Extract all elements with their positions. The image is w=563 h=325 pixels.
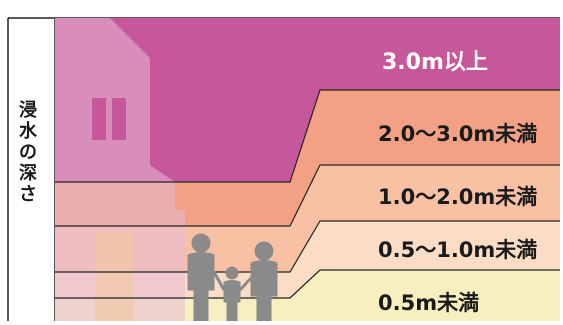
house-window-right — [112, 98, 126, 140]
house-window-left — [92, 98, 106, 140]
axis-title-char: 浸 — [19, 100, 37, 121]
axis-title-char: 深 — [19, 163, 37, 184]
boundary-1m — [55, 220, 560, 273]
boundary-05m — [55, 269, 560, 299]
band-label-under-05m: 0.5m未満 — [378, 291, 480, 315]
flood-depth-axis-title: 浸 水 の 深 さ — [16, 100, 40, 205]
family-icon — [187, 233, 278, 322]
band-label-3m-plus: 3.0m以上 — [382, 50, 488, 75]
band-label-05-1m: 0.5〜1.0m未満 — [378, 238, 538, 262]
band-2-3m — [55, 90, 560, 226]
axis-title-char: の — [19, 142, 37, 163]
axis-title-char: 水 — [19, 121, 37, 142]
house-door — [95, 232, 133, 321]
band-3m-plus — [55, 18, 560, 182]
band-label-1-2m: 1.0〜2.0m未満 — [378, 185, 538, 209]
boundary-3m — [55, 89, 560, 183]
house-icon — [55, 18, 185, 321]
axis-title-char: さ — [19, 184, 37, 205]
boundary-2m — [55, 164, 560, 227]
band-label-2-3m: 2.0〜3.0m未満 — [378, 122, 538, 146]
